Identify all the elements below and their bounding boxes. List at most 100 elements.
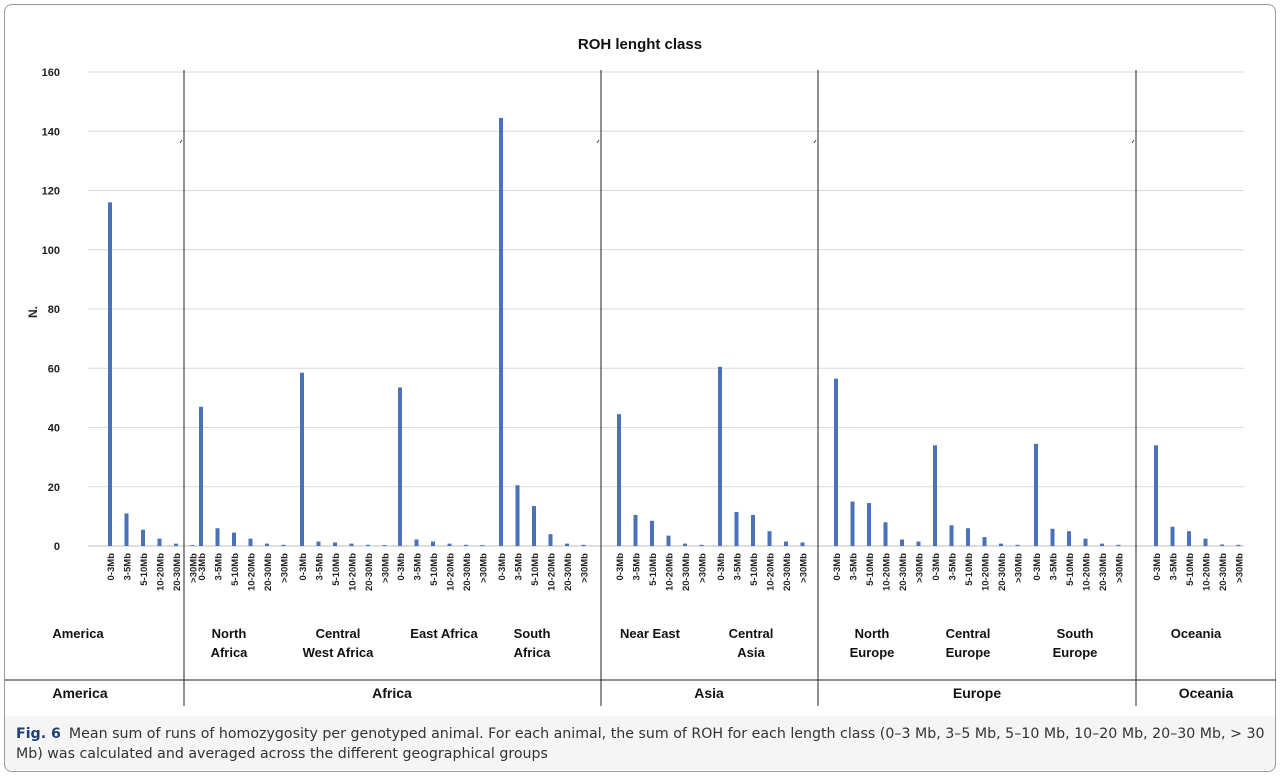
bar-near-east-5 xyxy=(699,544,704,546)
x-tick-label: 20-30Mb xyxy=(172,553,183,591)
x-tick-label: 10-20Mb xyxy=(547,553,558,591)
group-label: Africa xyxy=(211,645,249,660)
panel-tick-mark xyxy=(813,139,817,144)
panel-tick-mark xyxy=(596,139,600,144)
continent-label: Africa xyxy=(372,685,412,701)
bar-central-west-africa-0 xyxy=(300,372,304,546)
bar-north-europe-0 xyxy=(834,378,838,546)
x-tick-label: 3-5Mb xyxy=(315,553,326,581)
bar-south-europe-4 xyxy=(1100,543,1104,546)
y-tick-label: 0 xyxy=(54,541,60,553)
x-tick-label: >30Mb xyxy=(915,553,926,583)
bar-south-europe-0 xyxy=(1034,443,1038,546)
group-label: Europe xyxy=(946,645,991,660)
y-tick-label: 140 xyxy=(42,126,60,138)
x-tick-label: 0-3Mb xyxy=(931,553,942,581)
bar-near-east-4 xyxy=(683,543,687,546)
continent-label: America xyxy=(52,685,107,701)
bar-south-africa-3 xyxy=(548,534,553,546)
continent-label: Oceania xyxy=(1179,685,1234,701)
x-tick-label: 5-10Mb xyxy=(964,553,975,586)
continent-label: Europe xyxy=(953,685,1001,701)
x-tick-label: 10-20Mb xyxy=(1202,553,1213,591)
group-label: Asia xyxy=(737,645,765,660)
caption-background xyxy=(5,716,1275,770)
group-label: South xyxy=(1057,626,1094,641)
y-tick-label: 100 xyxy=(42,245,60,257)
bar-oceania-2 xyxy=(1187,531,1191,546)
figure-frame xyxy=(4,4,1276,772)
bar-south-africa-1 xyxy=(515,485,520,546)
bar-oceania-5 xyxy=(1236,544,1241,546)
bar-east-africa-2 xyxy=(431,541,435,546)
x-tick-label: 20-30Mb xyxy=(263,553,274,591)
bar-south-europe-1 xyxy=(1050,528,1055,546)
x-tick-label: 3-5Mb xyxy=(733,553,744,581)
x-tick-label: 5-10Mb xyxy=(429,553,440,586)
bar-south-europe-5 xyxy=(1116,544,1121,546)
x-tick-label: 0-3Mb xyxy=(197,553,208,581)
bar-south-africa-5 xyxy=(581,544,586,546)
x-tick-label: 10-20Mb xyxy=(446,553,457,591)
group-label: North xyxy=(855,626,890,641)
bar-central-europe-3 xyxy=(982,537,987,546)
x-tick-label: 0-3Mb xyxy=(497,553,508,581)
group-label: East Africa xyxy=(410,626,478,641)
x-tick-label: 0-3Mb xyxy=(298,553,309,581)
group-label: America xyxy=(52,626,104,641)
y-tick-label: 40 xyxy=(48,423,60,435)
x-tick-label: 5-10Mb xyxy=(331,553,342,586)
x-tick-label: 0-3Mb xyxy=(1152,553,1163,581)
x-tick-label: 20-30Mb xyxy=(898,553,909,591)
x-tick-label: 20-30Mb xyxy=(364,553,375,591)
bar-central-west-africa-2 xyxy=(333,542,337,546)
bar-america-0 xyxy=(108,202,112,546)
bar-central-asia-3 xyxy=(767,531,772,546)
x-tick-label: 0-3Mb xyxy=(615,553,626,581)
bar-central-west-africa-3 xyxy=(349,543,354,546)
bar-near-east-1 xyxy=(633,514,638,546)
x-tick-label: 20-30Mb xyxy=(782,553,793,591)
x-tick-label: 5-10Mb xyxy=(230,553,241,586)
x-tick-label: 3-5Mb xyxy=(948,553,959,581)
x-tick-label: 0-3Mb xyxy=(106,553,117,581)
bar-oceania-1 xyxy=(1170,526,1175,546)
x-tick-label: 3-5Mb xyxy=(849,553,860,581)
x-tick-label: >30Mb xyxy=(1014,553,1025,583)
x-tick-label: 0-3Mb xyxy=(396,553,407,581)
bar-central-europe-5 xyxy=(1015,544,1020,546)
bar-east-africa-3 xyxy=(447,543,452,546)
roh-bar-chart: ROH lenght class 0 20 40 60 80 100 120 140 160 N. 0… xyxy=(5,36,1276,706)
bar-oceania-3 xyxy=(1203,538,1208,546)
bar-north-europe-3 xyxy=(883,522,888,546)
bar-north-europe-2 xyxy=(867,503,871,546)
panel-tick-mark xyxy=(179,139,183,144)
x-tick-label: 10-20Mb xyxy=(665,553,676,591)
bar-america-4 xyxy=(174,543,178,546)
group-label: Central xyxy=(316,626,361,641)
x-tick-label: >30Mb xyxy=(280,553,291,583)
bar-america-2 xyxy=(141,529,145,546)
x-tick-label: >30Mb xyxy=(189,553,200,583)
y-tick-label: 20 xyxy=(48,482,60,494)
chart-title: ROH lenght class xyxy=(578,36,702,53)
continent-label: Asia xyxy=(694,685,724,701)
bar-near-east-0 xyxy=(617,414,621,546)
group-label: Europe xyxy=(1053,645,1098,660)
x-tick-label: >30Mb xyxy=(799,553,810,583)
x-tick-label: 20-30Mb xyxy=(563,553,574,591)
x-tick-label: 0-3Mb xyxy=(716,553,727,581)
bar-america-3 xyxy=(157,538,162,546)
x-tick-label: 3-5Mb xyxy=(1169,553,1180,581)
bar-central-europe-2 xyxy=(966,528,970,546)
x-tick-label: 20-30Mb xyxy=(462,553,473,591)
bar-north-africa-0 xyxy=(199,406,203,546)
bar-north-europe-5 xyxy=(916,541,921,546)
group-label: Oceania xyxy=(1171,626,1222,641)
x-tick-label: 0-3Mb xyxy=(1032,553,1043,581)
x-tick-label: 10-20Mb xyxy=(766,553,777,591)
x-tick-label: 20-30Mb xyxy=(681,553,692,591)
bar-north-africa-4 xyxy=(265,543,269,546)
x-tick-label: 5-10Mb xyxy=(865,553,876,586)
bar-north-europe-4 xyxy=(900,539,904,546)
